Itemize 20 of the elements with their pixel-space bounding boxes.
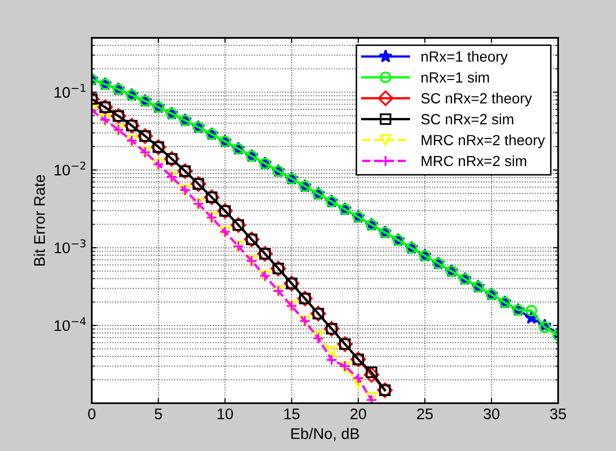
x-tick-label: 10 [218, 408, 233, 420]
legend-label: SC nRx=2 theory [421, 92, 532, 106]
x-tick-label: 35 [550, 408, 566, 420]
legend-label: SC nRx=2 sim [421, 114, 514, 124]
x-tick-label: 25 [417, 408, 433, 420]
legend-label: MRC nRx=2 theory [422, 134, 545, 148]
y-tick-label: 10$^{−1}$ [54, 84, 86, 98]
y-axis-title: Bit Error Rate [34, 174, 45, 266]
x-axis-title: Eb/No, dB [291, 428, 359, 441]
legend-label: nRx=1 theory [422, 51, 508, 65]
y-tick-label: 10$^{−4}$ [54, 317, 86, 332]
legend-label: MRC nRx=2 sim [422, 155, 526, 166]
x-tick-label: 5 [154, 408, 162, 420]
legend-label: nRx=1 sim [422, 72, 489, 83]
y-tick-label: 10$^{−3}$ [54, 239, 86, 254]
x-tick-label: 15 [284, 408, 300, 420]
x-tick-label: 30 [484, 408, 500, 420]
x-tick-label: 20 [350, 408, 366, 420]
x-tick-label: 0 [88, 408, 96, 420]
y-tick-label: 10$^{−2}$ [54, 162, 86, 176]
